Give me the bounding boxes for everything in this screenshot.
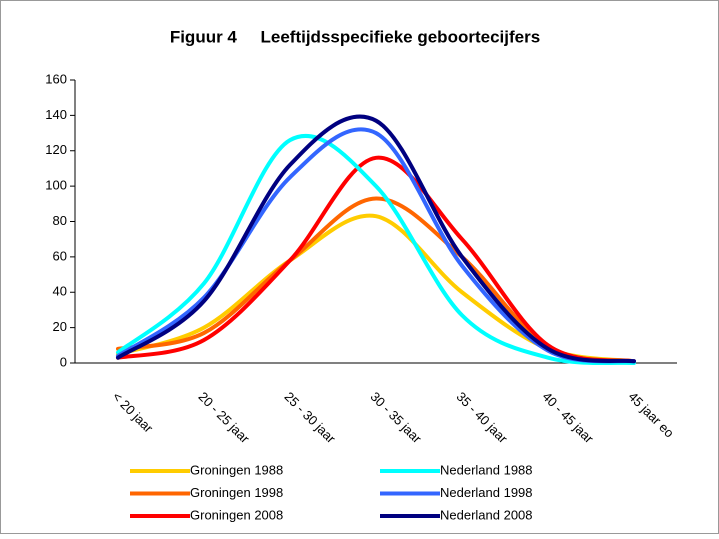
y-tick-label: 20 [53,319,67,334]
series-line [116,155,636,364]
series-line [116,114,636,364]
y-tick-label: 100 [45,178,67,193]
legend-label: Nederland 1998 [440,485,533,500]
chart-title: Figuur 4 Leeftijdsspecifieke geboortecij… [170,27,540,46]
legend-label: Groningen 2008 [190,507,283,522]
y-tick-label: 40 [53,284,67,299]
series-line [116,133,636,366]
y-tick-label: 60 [53,248,67,263]
legend-label: Groningen 1988 [190,462,283,477]
y-tick-label: 0 [60,354,67,369]
legend-label: Nederland 2008 [440,507,533,522]
y-tick-label: 120 [45,142,67,157]
y-tick-label: 160 [45,71,67,86]
y-tick-label: 80 [53,213,67,228]
legend-label: Nederland 1988 [440,462,533,477]
legend-label: Groningen 1998 [190,485,283,500]
y-tick-label: 140 [45,107,67,122]
